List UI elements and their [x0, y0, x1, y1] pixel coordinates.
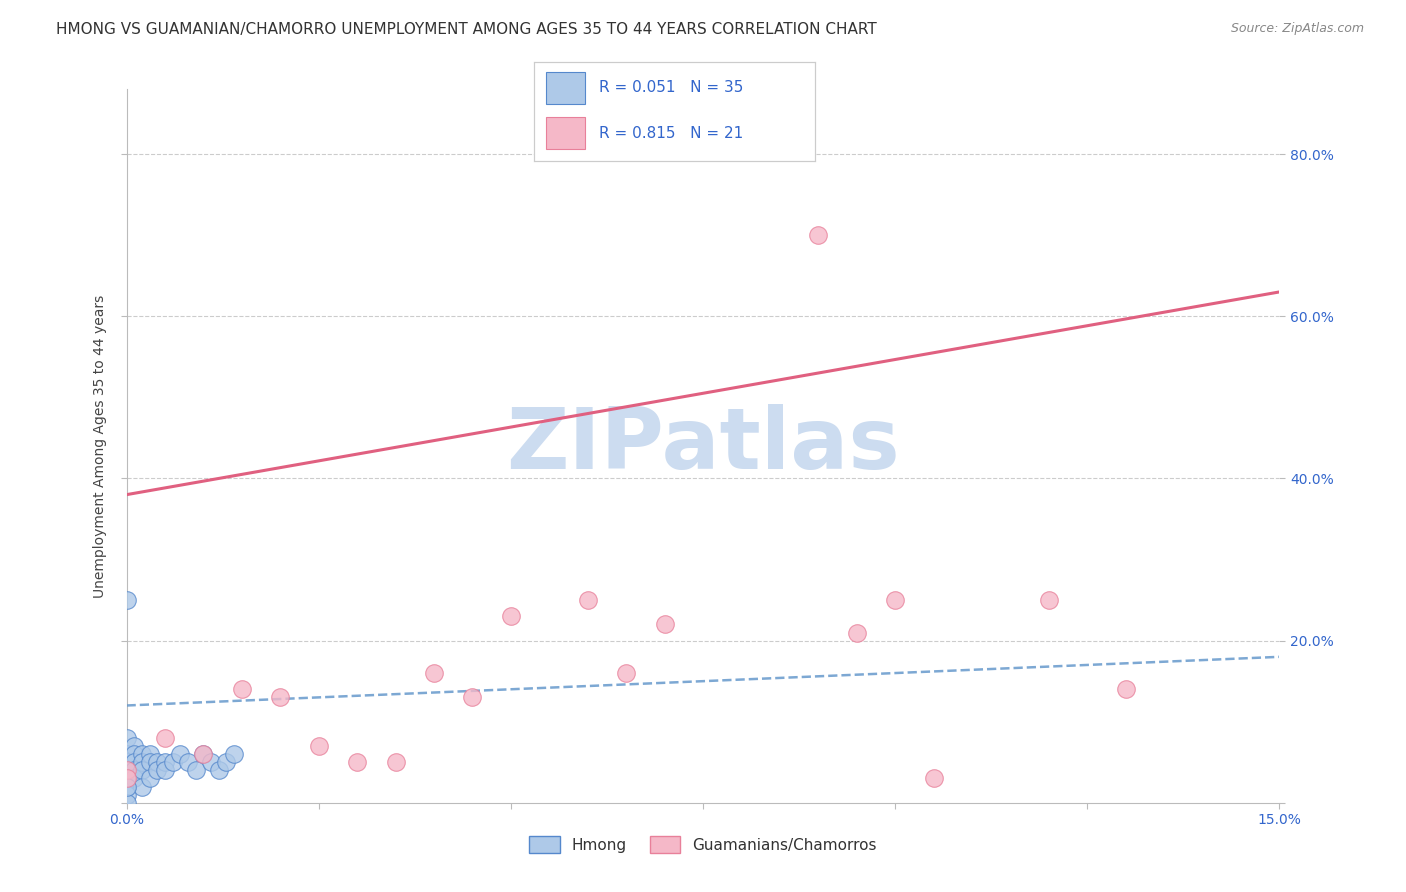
Point	[384, 756, 406, 770]
Y-axis label: Unemployment Among Ages 35 to 44 years: Unemployment Among Ages 35 to 44 years	[93, 294, 107, 598]
Point	[184, 764, 207, 778]
Point	[208, 764, 231, 778]
Point	[122, 772, 145, 786]
Text: Source: ZipAtlas.com: Source: ZipAtlas.com	[1230, 22, 1364, 36]
Point	[131, 780, 153, 794]
Point	[115, 756, 138, 770]
Point	[807, 228, 830, 243]
Point	[115, 593, 138, 607]
Point	[115, 780, 138, 794]
Point	[1038, 593, 1060, 607]
Point	[131, 764, 153, 778]
Point	[153, 756, 176, 770]
Point	[215, 756, 238, 770]
Bar	[546, 72, 585, 103]
Point	[922, 772, 945, 786]
Point	[138, 756, 160, 770]
Point	[131, 747, 153, 761]
Point	[115, 788, 138, 802]
Point	[115, 731, 138, 745]
Point	[122, 756, 145, 770]
Point	[1115, 682, 1137, 697]
Text: R = 0.815   N = 21: R = 0.815 N = 21	[599, 126, 744, 141]
Point	[153, 731, 176, 745]
Point	[146, 756, 169, 770]
Point	[423, 666, 446, 681]
Point	[138, 772, 160, 786]
Point	[138, 747, 160, 761]
Point	[231, 682, 253, 697]
Point	[122, 764, 145, 778]
Point	[115, 747, 138, 761]
Point	[845, 625, 868, 640]
Point	[308, 739, 330, 753]
Point	[115, 764, 138, 778]
Point	[177, 756, 200, 770]
Point	[115, 772, 138, 786]
Point	[169, 747, 191, 761]
Text: R = 0.051   N = 35: R = 0.051 N = 35	[599, 80, 744, 95]
Point	[115, 780, 138, 794]
Point	[461, 690, 484, 705]
Legend: Hmong, Guamanians/Chamorros: Hmong, Guamanians/Chamorros	[523, 830, 883, 859]
Point	[146, 764, 169, 778]
Point	[193, 747, 215, 761]
Point	[654, 617, 676, 632]
Point	[499, 609, 522, 624]
Point	[346, 756, 368, 770]
Point	[153, 764, 176, 778]
Bar	[546, 118, 585, 149]
Text: HMONG VS GUAMANIAN/CHAMORRO UNEMPLOYMENT AMONG AGES 35 TO 44 YEARS CORRELATION C: HMONG VS GUAMANIAN/CHAMORRO UNEMPLOYMENT…	[56, 22, 877, 37]
Point	[115, 796, 138, 810]
Point	[131, 756, 153, 770]
Text: ZIPatlas: ZIPatlas	[506, 404, 900, 488]
Point	[162, 756, 184, 770]
Point	[122, 739, 145, 753]
Point	[884, 593, 907, 607]
Point	[224, 747, 246, 761]
Point	[576, 593, 599, 607]
Point	[193, 747, 215, 761]
Point	[200, 756, 222, 770]
Point	[115, 772, 138, 786]
Point	[269, 690, 291, 705]
Point	[122, 747, 145, 761]
Point	[614, 666, 637, 681]
Point	[115, 764, 138, 778]
